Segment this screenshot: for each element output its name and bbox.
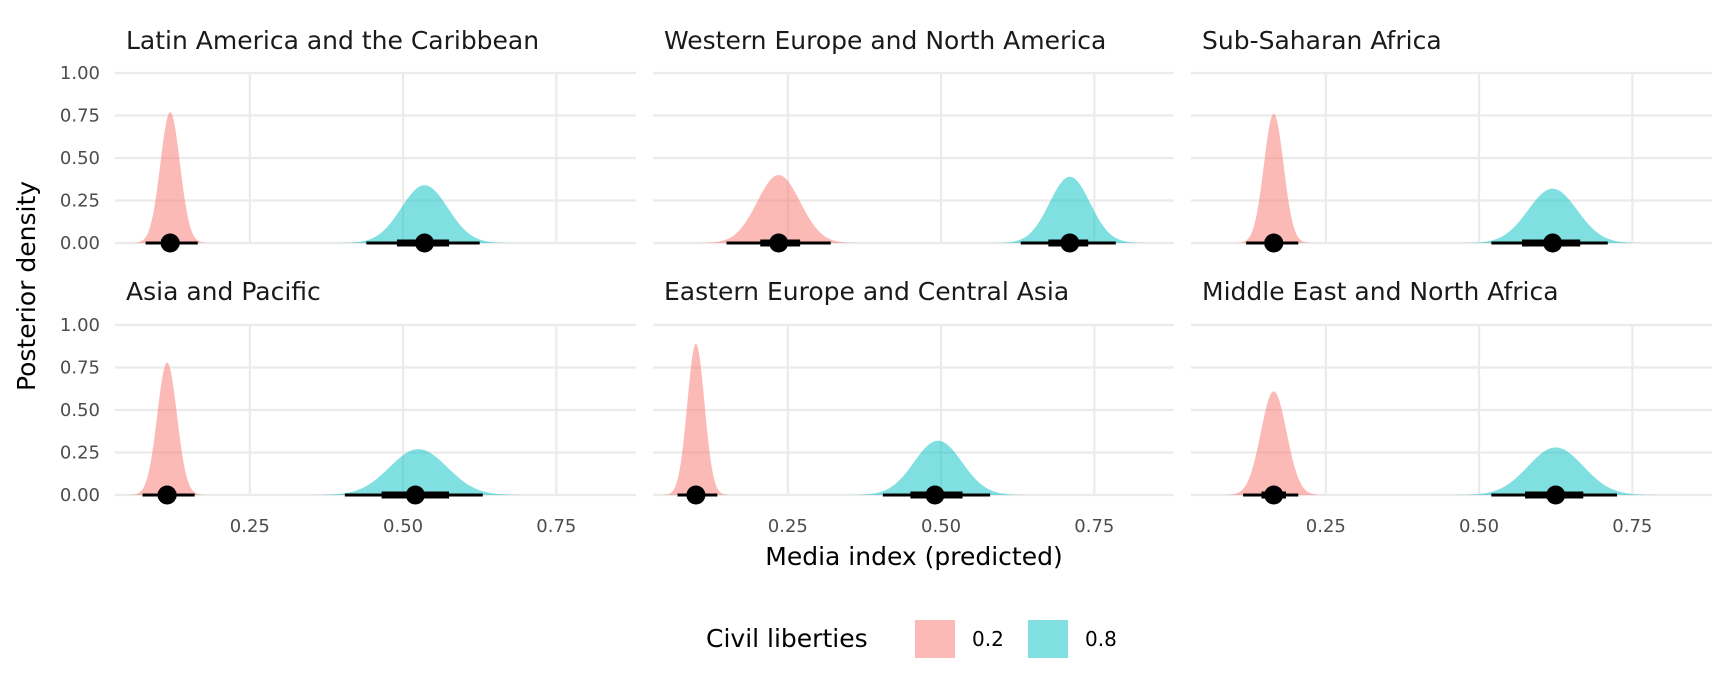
- legend-label-0.2: 0.2: [972, 627, 1004, 651]
- y-tick-label: 0.50: [60, 400, 100, 421]
- facet-panel: Asia and Pacific 0.00 0.25 0.50 0.75 1.00 0.25…: [60, 277, 636, 537]
- point-estimate-0.2: [160, 233, 180, 253]
- density-0.2: [1229, 113, 1318, 243]
- point-estimate-0.8: [1546, 485, 1566, 505]
- point-estimate-0.2: [686, 485, 706, 505]
- y-tick-label: 0.75: [60, 106, 100, 127]
- y-tick-label: 1.00: [60, 63, 100, 84]
- density-0.8: [1442, 188, 1663, 243]
- facet-title: Latin America and the Caribbean: [126, 26, 539, 55]
- point-estimate-0.8: [415, 233, 435, 253]
- density-0.2: [682, 175, 876, 243]
- facet-title: Sub-Saharan Africa: [1202, 26, 1442, 55]
- y-tick-label: 1.00: [60, 315, 100, 336]
- point-estimate-0.2: [157, 485, 177, 505]
- facet-title: Eastern Europe and Central Asia: [664, 277, 1069, 306]
- density-0.8: [319, 185, 530, 243]
- x-tick-label: 0.75: [1074, 516, 1114, 537]
- density-0.8: [978, 176, 1161, 243]
- x-tick-label: 0.75: [536, 516, 576, 537]
- x-axis-title: Media index (predicted): [765, 542, 1062, 571]
- x-tick-label: 0.50: [921, 516, 961, 537]
- density-0.2: [1215, 391, 1332, 495]
- facet-panel: Western Europe and North America: [653, 26, 1174, 253]
- point-estimate-0.2: [1264, 485, 1284, 505]
- legend-key-0.2: [915, 620, 955, 658]
- y-tick-label: 0.50: [60, 148, 100, 169]
- facet-title: Asia and Pacific: [126, 277, 321, 306]
- x-tick-label: 0.25: [1306, 516, 1346, 537]
- point-estimate-0.8: [1543, 233, 1563, 253]
- facet-title: Western Europe and North America: [664, 26, 1106, 55]
- x-tick-label: 0.50: [1459, 516, 1499, 537]
- y-axis-title: Posterior density: [12, 181, 41, 391]
- facet-title: Middle East and North Africa: [1202, 277, 1559, 306]
- x-tick-label: 0.75: [1612, 516, 1652, 537]
- x-tick-label: 0.25: [230, 516, 270, 537]
- density-0.8: [1431, 447, 1680, 495]
- legend-key-0.8: [1028, 620, 1068, 658]
- point-estimate-0.2: [769, 233, 789, 253]
- density-0.2: [657, 343, 735, 495]
- point-estimate-0.8: [925, 485, 945, 505]
- y-tick-label: 0.25: [60, 191, 100, 212]
- density-0.2: [126, 112, 215, 243]
- point-estimate-0.8: [405, 485, 425, 505]
- legend: Civil liberties 0.2 0.8: [706, 620, 1117, 658]
- point-estimate-0.2: [1264, 233, 1284, 253]
- x-tick-label: 0.25: [768, 516, 808, 537]
- legend-label-0.8: 0.8: [1085, 627, 1117, 651]
- facet-panel: Middle East and North Africa 0.25 0.50 0.75: [1191, 277, 1712, 537]
- y-tick-label: 0.75: [60, 358, 100, 379]
- legend-title: Civil liberties: [706, 624, 868, 653]
- facet-panel: Latin America and the Caribbean 0.00 0.25 0…: [60, 26, 636, 254]
- density-0.8: [288, 449, 549, 495]
- density-0.2: [122, 362, 212, 495]
- facet-panel: Sub-Saharan Africa: [1191, 26, 1712, 253]
- facet-panels: Latin America and the Caribbean 0.00 0.25 0…: [60, 26, 1712, 537]
- x-tick-label: 0.50: [383, 516, 423, 537]
- y-tick-label: 0.00: [60, 233, 100, 254]
- facet-panel: Eastern Europe and Central Asia 0.25 0.50 0…: [653, 277, 1174, 537]
- y-tick-label: 0.25: [60, 443, 100, 464]
- density-0.8: [830, 440, 1046, 495]
- y-tick-label: 0.00: [60, 485, 100, 506]
- point-estimate-0.8: [1060, 233, 1080, 253]
